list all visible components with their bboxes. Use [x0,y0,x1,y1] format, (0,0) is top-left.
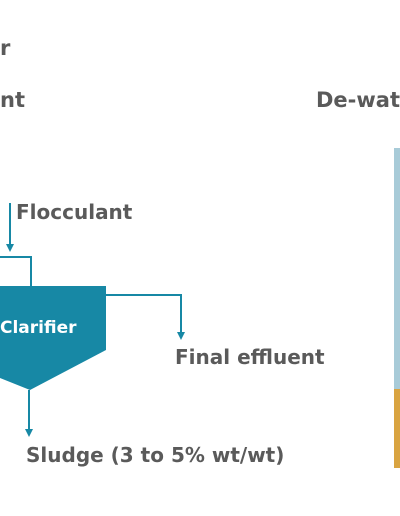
flocculant-label: Flocculant [16,200,133,224]
sludge-label: Sludge (3 to 5% wt/wt) [26,443,285,467]
effluent-line [106,294,185,340]
final-effluent-label: Final effluent [175,345,325,369]
dewatering-bar-upper [394,148,400,389]
clarifier-tank [0,286,106,390]
section-right-heading: De-wat [316,88,400,112]
dewatering-bar-lower [394,389,400,468]
title-fragment: r [0,36,11,60]
clarifier-label: Clarifier [0,318,77,338]
feed-line [0,256,32,286]
section-left-heading: nt [0,88,25,112]
